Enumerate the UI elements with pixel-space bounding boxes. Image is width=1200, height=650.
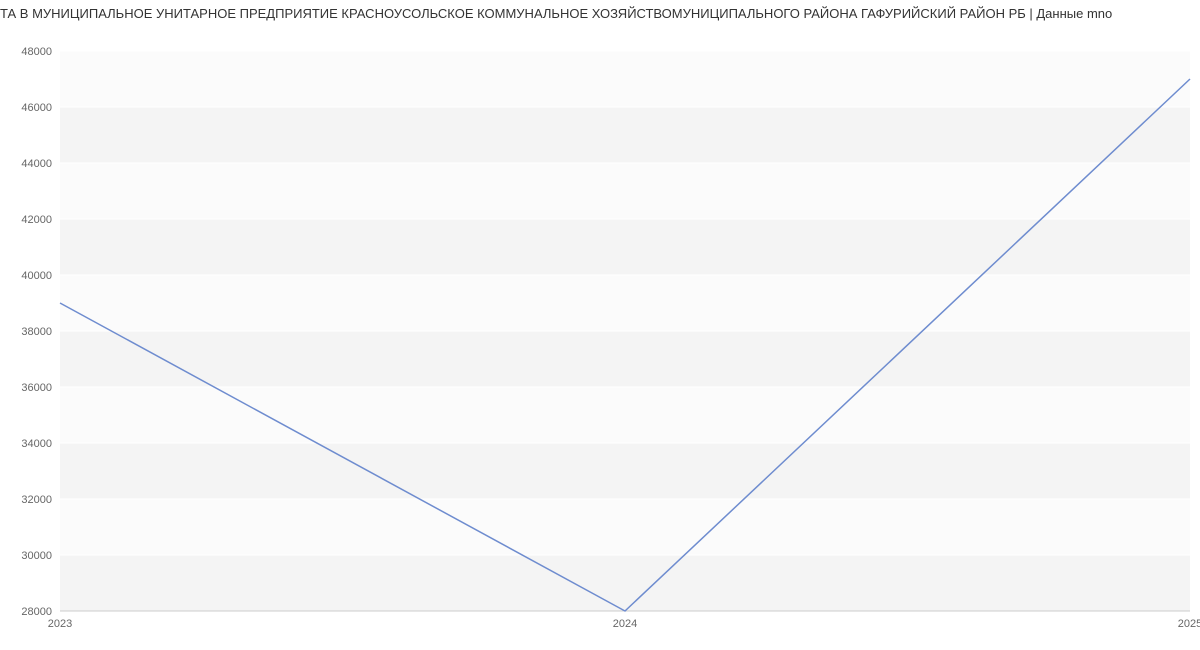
- y-axis-label: 42000: [21, 214, 52, 226]
- grid-band: [60, 163, 1190, 219]
- grid-band: [60, 275, 1190, 331]
- y-axis-label: 28000: [21, 606, 52, 618]
- y-axis-label: 44000: [21, 158, 52, 170]
- grid-band: [60, 51, 1190, 107]
- y-axis-label: 36000: [21, 382, 52, 394]
- grid-band: [60, 331, 1190, 387]
- y-axis-label: 46000: [21, 102, 52, 114]
- y-axis-label: 34000: [21, 438, 52, 450]
- grid-band: [60, 107, 1190, 163]
- grid-band: [60, 555, 1190, 611]
- y-axis-label: 32000: [21, 494, 52, 506]
- x-axis-label: 2024: [613, 618, 637, 630]
- grid-band: [60, 499, 1190, 555]
- y-axis-label: 40000: [21, 270, 52, 282]
- y-axis-label: 30000: [21, 550, 52, 562]
- y-axis-label: 38000: [21, 326, 52, 338]
- x-axis-label: 2025: [1178, 618, 1200, 630]
- y-axis-label: 48000: [21, 46, 52, 58]
- chart-title: ТА В МУНИЦИПАЛЬНОЕ УНИТАРНОЕ ПРЕДПРИЯТИЕ…: [0, 0, 1200, 21]
- grid-band: [60, 443, 1190, 499]
- line-chart: 28000 30000 32000 34000 36000 38000 40000 42000…: [0, 21, 1200, 641]
- x-axis-label: 2023: [48, 618, 72, 630]
- chart-container: 28000 30000 32000 34000 36000 38000 40000 42000…: [0, 21, 1200, 641]
- grid-band: [60, 219, 1190, 275]
